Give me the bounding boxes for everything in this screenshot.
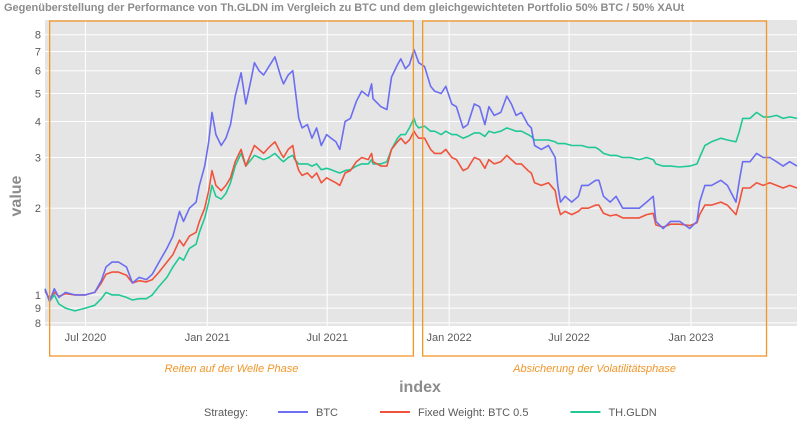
legend-label: BTC [316, 407, 338, 419]
x-axis-title: index [399, 379, 441, 396]
y-tick-label: 4 [35, 116, 41, 128]
axis-ticks: 8 91 2 3 4 5 6 7 8 Jul 2020 Jan 2021 Jul 2021 Jan 20… [35, 30, 714, 344]
y-tick-label: 9 [35, 303, 41, 315]
legend-label: Fixed Weight: BTC 0.5 [418, 407, 528, 419]
y-tick-label: 7 [35, 46, 41, 58]
y-tick-label: 5 [35, 89, 41, 101]
y-tick-label: 3 [35, 152, 41, 164]
y-axis-title: value [8, 175, 25, 216]
chart-title: Gegenüberstellung der Performance von Th… [4, 2, 685, 14]
y-tick-label: 8 [35, 30, 41, 42]
series-line-fixed-weight-btc-0-5 [44, 130, 798, 300]
x-tick-label: Jul 2022 [548, 332, 590, 344]
x-tick-label: Jan 2022 [427, 332, 472, 344]
x-tick-label: Jan 2021 [185, 332, 230, 344]
legend: Strategy: BTC Fixed Weight: BTC 0.5 TH.GLD… [204, 407, 657, 419]
x-tick-label: Jan 2023 [668, 332, 713, 344]
phase-box [48, 20, 415, 357]
y-tick-label: 2 [35, 203, 41, 215]
grid [45, 20, 797, 326]
y-tick-label: 6 [35, 66, 41, 78]
legend-label: TH.GLDN [608, 407, 656, 419]
series-lines [44, 48, 798, 312]
y-tick-label: 1 [35, 290, 41, 302]
series-line-th-gldn [44, 111, 798, 312]
series-line-btc [44, 48, 798, 303]
y-tick-label: 8 [35, 318, 41, 330]
phase-label: Reiten auf der Welle Phase [165, 363, 299, 375]
phase-boxes: Reiten auf der Welle Phase Absicherung de… [48, 20, 768, 375]
x-tick-label: Jul 2021 [306, 332, 348, 344]
phase-label: Absicherung der Volatilitätsphase [512, 363, 676, 375]
legend-title: Strategy: [204, 407, 248, 419]
phase-box [422, 20, 768, 357]
x-tick-label: Jul 2020 [65, 332, 107, 344]
plot-area [45, 20, 797, 326]
